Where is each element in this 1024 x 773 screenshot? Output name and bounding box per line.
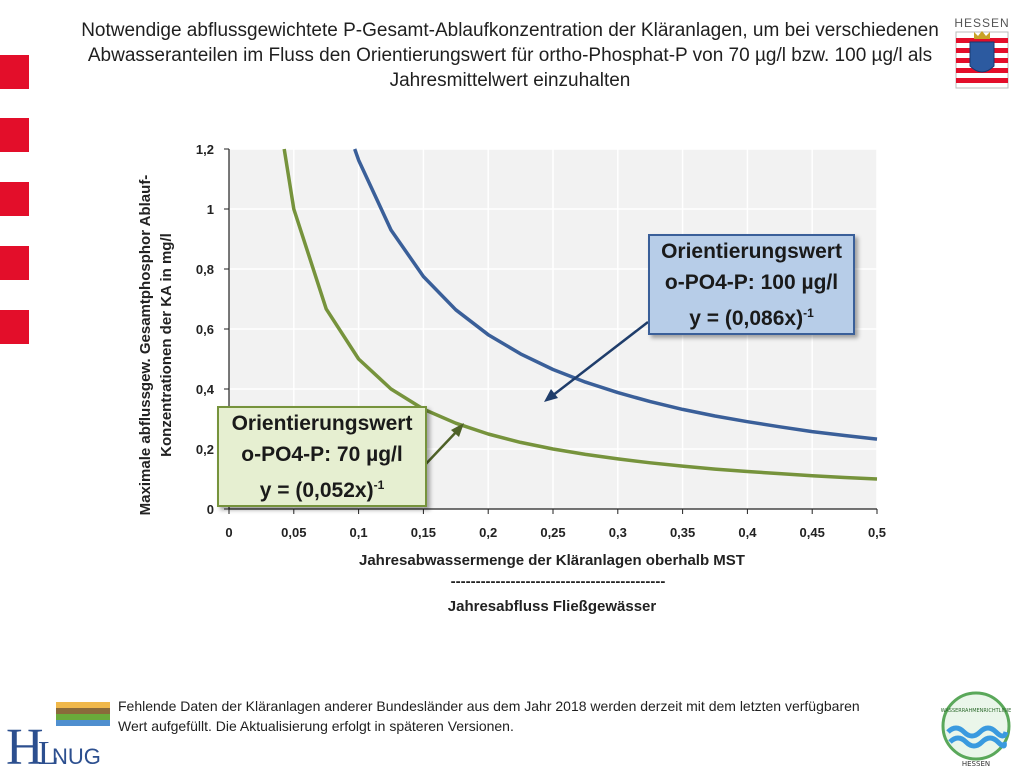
callout-100-formula-main: y = (0,086x) <box>689 307 804 330</box>
svg-text:HESSEN: HESSEN <box>962 760 990 768</box>
callout-100-formula: y = (0,086x)-1 <box>650 298 853 334</box>
y-tick-label: 0 <box>207 502 214 517</box>
y-tick-label: 0,6 <box>196 322 214 337</box>
callout-100-formula-exp: -1 <box>803 306 814 320</box>
x-tick-label: 0,05 <box>281 525 306 540</box>
x-tick-label: 0,25 <box>540 525 565 540</box>
y-axis-label: Maximale abflussgew. Gesamtphosphor Abla… <box>137 175 175 516</box>
hessen-coat-of-arms-icon <box>955 31 1009 89</box>
x-axis-label-denominator: Jahresabfluss Fließgewässer <box>448 598 657 615</box>
svg-text:WASSERRAHMENRICHTLINIE: WASSERRAHMENRICHTLINIE <box>941 708 1012 714</box>
svg-text:H: H <box>6 719 44 768</box>
series-lines <box>282 148 878 481</box>
x-tick-label: 0,1 <box>350 525 368 540</box>
svg-text:L: L <box>38 735 59 768</box>
red-side-tab <box>0 310 29 344</box>
x-axis-label: Jahresabwassermenge der Kläranlagen ober… <box>359 552 745 569</box>
wrrl-logo-icon: WASSERRAHMENRICHTLINIE HESSEN <box>941 691 1012 768</box>
y-tick-label: 0,8 <box>196 262 214 277</box>
red-side-tab <box>0 182 29 216</box>
series-line-70 <box>282 148 878 481</box>
x-tick-label: 0,15 <box>411 525 436 540</box>
y-tick-label: 0,4 <box>196 382 215 397</box>
tick-labels: 0 0,05 0,1 0,15 0,2 0,25 0,3 0,35 0,4 0,45 0,5 0 0,2… <box>196 142 886 540</box>
chart: 0 0,05 0,1 0,15 0,2 0,25 0,3 0,35 0,4 0,45 0,5 0 0,2… <box>137 142 886 615</box>
callout-100: Orientierungswert o-PO4-P: 100 µg/l y = … <box>648 234 855 335</box>
green-callout-arrowhead <box>451 423 464 437</box>
callout-70: Orientierungswert o-PO4-P: 70 µg/l y = (… <box>217 406 427 507</box>
x-tick-label: 0,45 <box>800 525 825 540</box>
blue-callout-arrow <box>551 321 649 397</box>
y-tick-label: 1 <box>207 202 214 217</box>
y-axis-label-line2: Konzentrationen der KA in mg/l <box>158 233 175 457</box>
series-line-100 <box>353 148 878 441</box>
wasserrahmenrichtlinie-logo: WASSERRAHMENRICHTLINIE HESSEN <box>932 688 1020 768</box>
x-tick-label: 0,2 <box>479 525 497 540</box>
hessen-logo: HESSEN <box>950 16 1014 96</box>
red-side-tab <box>0 118 29 152</box>
x-tick-label: 0,3 <box>609 525 627 540</box>
y-axis-label-line1: Maximale abflussgew. Gesamtphosphor Abla… <box>137 175 154 516</box>
x-tick-label: 0,4 <box>738 525 757 540</box>
x-tick-label: 0,5 <box>868 525 886 540</box>
callout-70-formula-main: y = (0,052x) <box>259 479 374 502</box>
callout-100-line1: Orientierungswert <box>661 240 842 263</box>
hlnug-logo-icon: H L NUG <box>6 702 110 773</box>
y-tick-label: 1,2 <box>196 142 214 157</box>
y-tick-label: 0,2 <box>196 442 214 457</box>
callout-70-formula-exp: -1 <box>373 478 385 492</box>
callout-70-line2: o-PO4-P: 70 µg/l <box>241 443 403 466</box>
x-tick-label: 0 <box>225 525 232 540</box>
x-axis-label-divider: ----------------------------------------… <box>451 573 666 590</box>
slide-title: Notwendige abflussgewichtete P-Gesamt-Ab… <box>81 20 939 91</box>
svg-text:NUG: NUG <box>52 744 101 768</box>
callout-70-line1: Orientierungswert <box>231 412 413 435</box>
red-side-tab <box>0 246 29 280</box>
x-tick-label: 0,35 <box>670 525 695 540</box>
callout-100-line2: o-PO4-P: 100 µg/l <box>664 271 839 294</box>
hessen-logo-text: HESSEN <box>954 16 1010 30</box>
hlnug-logo: H L NUG <box>0 694 118 773</box>
red-side-tab <box>0 55 29 89</box>
callout-70-formula: y = (0,052x)-1 <box>219 470 425 506</box>
footnote: Fehlende Daten der Kläranlagen anderer B… <box>118 698 860 734</box>
blue-callout-arrowhead <box>544 389 558 402</box>
green-callout-arrow <box>422 429 459 468</box>
